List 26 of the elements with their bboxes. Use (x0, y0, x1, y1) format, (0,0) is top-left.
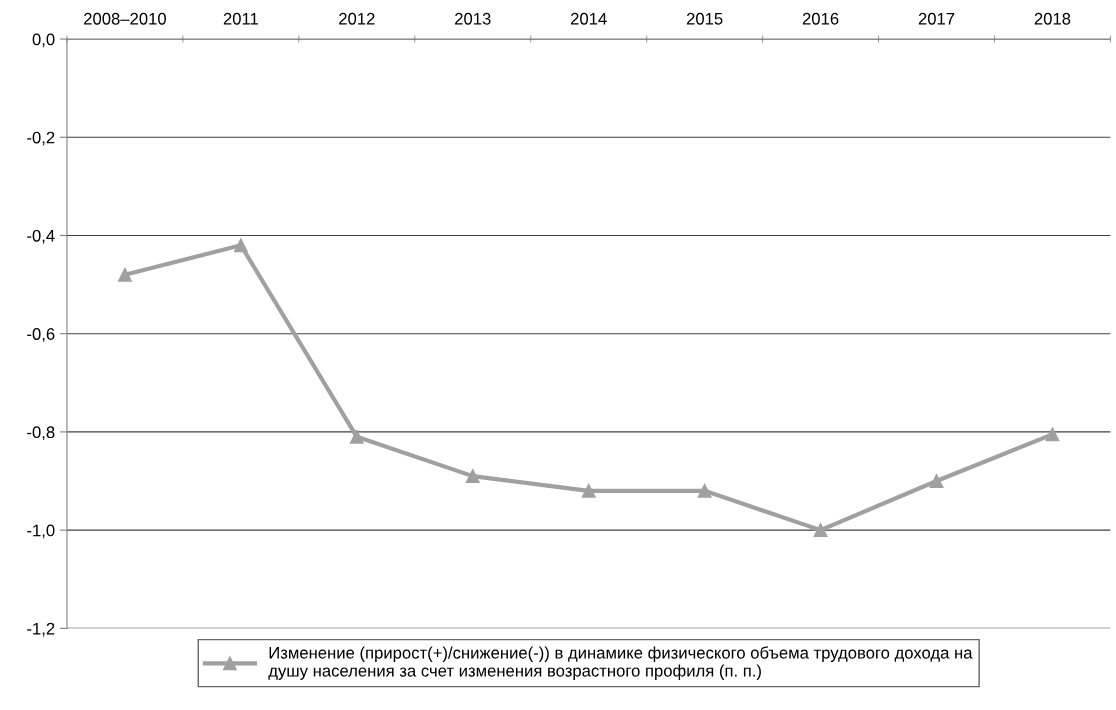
x-tick-label: 2018 (1034, 12, 1071, 25)
point (349, 429, 364, 444)
y-tick-label: -0,2 (27, 131, 55, 146)
x-tick-label: 2015 (686, 12, 723, 25)
y-tick-label: -0,8 (27, 426, 55, 441)
x-tick-label: 2016 (802, 12, 839, 25)
y-tick-label: -1,0 (27, 524, 55, 539)
point (117, 267, 132, 282)
point (1045, 427, 1060, 442)
point (813, 523, 828, 538)
y-tick-label: -1,2 (27, 622, 55, 637)
y-tick-label: -0,4 (27, 229, 55, 244)
point (697, 483, 712, 498)
x-tick-label: 2017 (918, 12, 955, 25)
x-tick-label: 2014 (570, 12, 607, 25)
point (581, 483, 596, 498)
x-tick-label: 2012 (339, 12, 375, 25)
legend-label: Изменение (прирост(+)/снижение(-)) в динамике физического объема трудового дохода на душу населения за счет изменения возрастного профиля (п. п.) (268, 646, 973, 680)
y-tick-label: 0,0 (32, 33, 55, 48)
point (233, 238, 248, 253)
x-tick-label: 2013 (455, 12, 491, 25)
point (929, 474, 944, 488)
x-tick-label: 2011 (223, 12, 258, 25)
x-tick-label: 2008–2010 (84, 12, 166, 25)
point (465, 469, 480, 484)
y-tick-label: -0,6 (27, 328, 55, 342)
